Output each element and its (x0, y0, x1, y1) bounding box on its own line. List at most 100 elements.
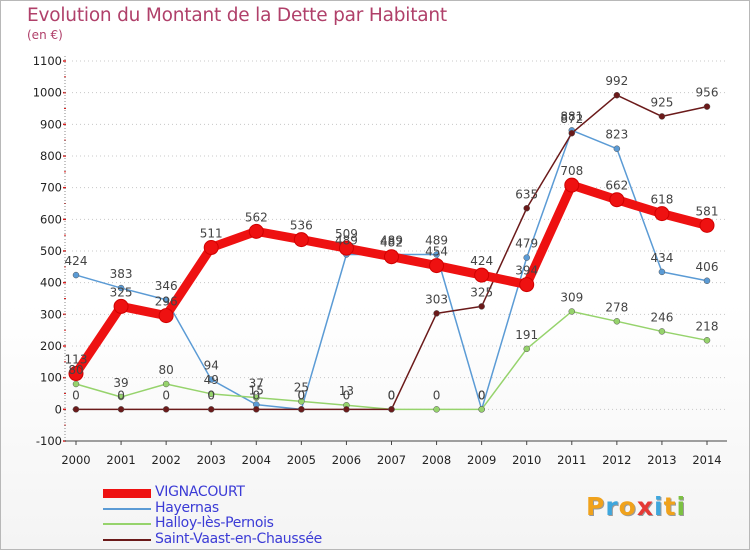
y-tick-label: 900 (40, 117, 62, 131)
proxiti-logo: Proxiti (586, 492, 686, 521)
data-point (703, 103, 711, 110)
data-point (203, 240, 219, 256)
data-point (523, 254, 530, 261)
data-point (474, 267, 490, 283)
data-label: 489 (425, 233, 448, 247)
data-point (207, 390, 215, 398)
data-label: 0 (478, 388, 486, 402)
data-label: 0 (162, 388, 170, 402)
data-label: 94 (204, 359, 219, 373)
logo-letter: t (663, 492, 677, 521)
data-point (568, 129, 576, 137)
chart-title: Evolution du Montant de la Dette par Hab… (27, 5, 447, 26)
x-tick-label: 2013 (647, 453, 676, 467)
data-point (658, 268, 666, 276)
y-tick-label: -100 (36, 434, 62, 448)
data-label: 383 (110, 267, 133, 281)
data-point (658, 113, 666, 120)
legend-swatch (103, 507, 151, 510)
y-tick-label: 1100 (33, 54, 62, 68)
data-point (253, 406, 260, 413)
x-tick-label: 2003 (197, 453, 226, 467)
y-tick-label: 200 (40, 339, 62, 353)
data-label: 925 (650, 95, 673, 109)
data-point (158, 308, 174, 324)
data-point (613, 91, 621, 99)
y-tick-label: 1000 (33, 86, 62, 100)
data-label: 15 (249, 384, 264, 398)
x-tick-label: 2008 (422, 453, 451, 467)
data-point (703, 337, 711, 344)
data-label: 296 (155, 295, 178, 309)
logo-letter: o (618, 492, 637, 521)
logo-letter: i (676, 492, 687, 521)
data-label: 0 (298, 388, 306, 402)
legend-label: Hayernas (155, 499, 219, 516)
data-point (613, 318, 621, 325)
data-point (72, 406, 80, 413)
x-tick-label: 2012 (602, 453, 631, 467)
logo-letter: i (654, 492, 664, 521)
data-label: 0 (252, 388, 260, 402)
data-label: 956 (696, 86, 719, 100)
x-tick-label: 2006 (332, 453, 361, 467)
data-point (248, 223, 264, 239)
legend-label: Saint-Vaast-en-Chaussée (155, 530, 322, 547)
data-label: 479 (515, 237, 538, 251)
x-tick-label: 2007 (377, 453, 406, 467)
data-point (523, 205, 530, 212)
data-point (113, 298, 129, 314)
data-label: 218 (696, 319, 719, 333)
chart-unit-label: (en €) (27, 28, 63, 42)
data-label: 37 (249, 377, 264, 391)
data-point (388, 406, 395, 413)
data-point (654, 206, 670, 222)
data-label: 992 (605, 74, 628, 88)
data-label: 303 (425, 292, 448, 306)
data-label: 346 (155, 279, 178, 293)
data-point (384, 249, 399, 265)
data-label: 309 (560, 290, 583, 304)
data-label: 0 (298, 388, 306, 402)
data-label: 562 (245, 210, 268, 224)
data-label: 872 (560, 112, 583, 126)
data-point (162, 406, 170, 413)
data-point (658, 328, 666, 335)
data-label: 708 (560, 164, 583, 178)
data-label: 325 (470, 285, 493, 299)
data-label: 80 (159, 363, 174, 377)
data-label: 246 (650, 310, 673, 324)
data-label: 0 (388, 388, 396, 402)
data-point (613, 145, 621, 152)
data-label: 482 (380, 236, 403, 250)
data-point (117, 284, 125, 292)
data-label: 278 (605, 300, 628, 314)
data-point (699, 217, 715, 233)
data-label: 489 (335, 233, 358, 247)
x-tick-label: 2005 (287, 453, 316, 467)
data-label: 191 (515, 328, 538, 342)
x-tick-label: 2004 (242, 453, 271, 467)
data-label: 13 (339, 384, 354, 398)
data-label: 113 (65, 353, 88, 367)
y-tick-label: 800 (40, 149, 62, 163)
data-point (523, 345, 530, 353)
data-label: 0 (207, 388, 215, 402)
data-label: 394 (515, 264, 538, 278)
x-tick-label: 2002 (152, 453, 181, 467)
data-label: 80 (68, 363, 83, 377)
data-label: 434 (650, 251, 673, 265)
data-label: 0 (478, 388, 486, 402)
data-label: 0 (433, 388, 441, 402)
x-tick-label: 2011 (557, 453, 586, 467)
data-point (117, 406, 125, 413)
data-point (253, 394, 260, 401)
logo-letter: x (636, 492, 654, 521)
data-point (433, 406, 440, 413)
x-tick-label: 2014 (692, 453, 721, 467)
data-label: 0 (388, 388, 396, 402)
data-point (478, 406, 485, 413)
data-label: 325 (110, 285, 133, 299)
data-label: 424 (65, 254, 88, 268)
